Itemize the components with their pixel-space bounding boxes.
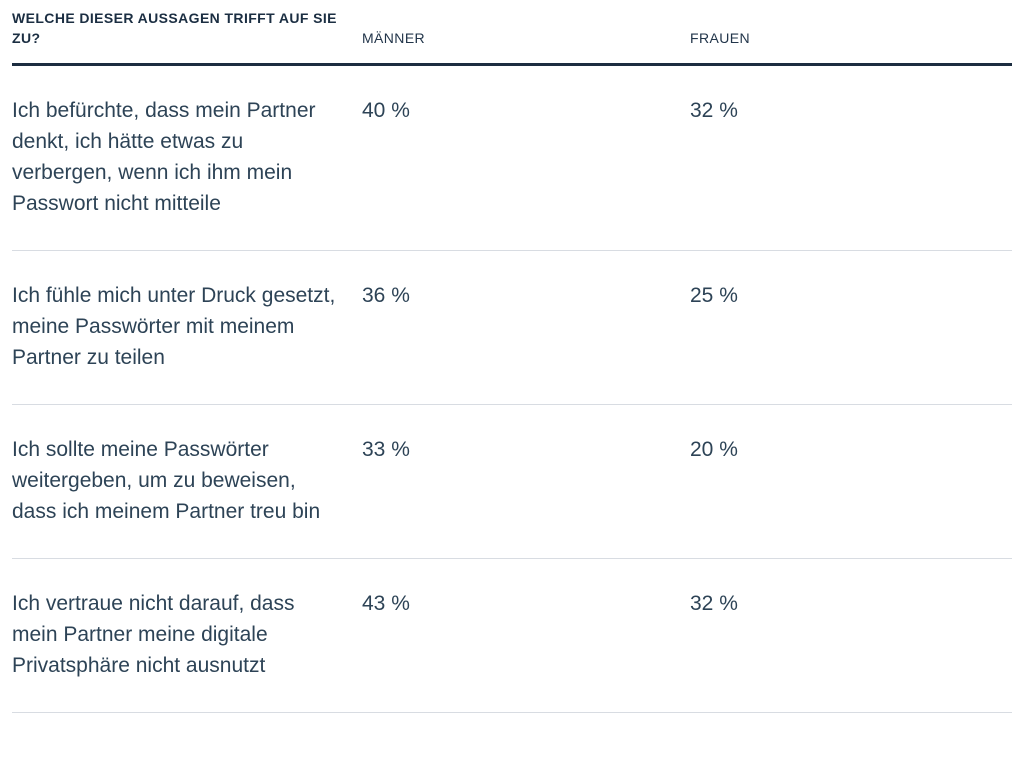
survey-statements-table: WELCHE DIESER AUSSAGEN TRIFFT AUF SIE ZU… [12, 0, 1012, 713]
statement-text: Ich sollte meine Passwörter weitergeben,… [12, 438, 321, 523]
table-row: Ich sollte meine Passwörter weitergeben,… [12, 405, 1012, 559]
column-header-men: MÄNNER [362, 30, 426, 46]
women-value: 20 % [690, 438, 738, 461]
men-value: 43 % [362, 592, 410, 615]
statement-text: Ich vertraue nicht darauf, dass mein Par… [12, 592, 295, 677]
table-row: Ich vertraue nicht darauf, dass mein Par… [12, 559, 1012, 713]
table-header-row: WELCHE DIESER AUSSAGEN TRIFFT AUF SIE ZU… [12, 0, 1012, 66]
men-value: 33 % [362, 438, 410, 461]
table-row: Ich fühle mich unter Druck gesetzt, mein… [12, 251, 1012, 405]
column-header-women: FRAUEN [690, 30, 750, 46]
men-value: 36 % [362, 284, 410, 307]
men-value: 40 % [362, 99, 410, 122]
statement-text: Ich fühle mich unter Druck gesetzt, mein… [12, 284, 336, 369]
women-value: 25 % [690, 284, 738, 307]
table-row: Ich befürchte, dass mein Partner denkt, … [12, 66, 1012, 251]
statement-text: Ich befürchte, dass mein Partner denkt, … [12, 99, 316, 215]
women-value: 32 % [690, 592, 738, 615]
women-value: 32 % [690, 99, 738, 122]
column-header-statement: WELCHE DIESER AUSSAGEN TRIFFT AUF SIE ZU… [12, 10, 337, 46]
